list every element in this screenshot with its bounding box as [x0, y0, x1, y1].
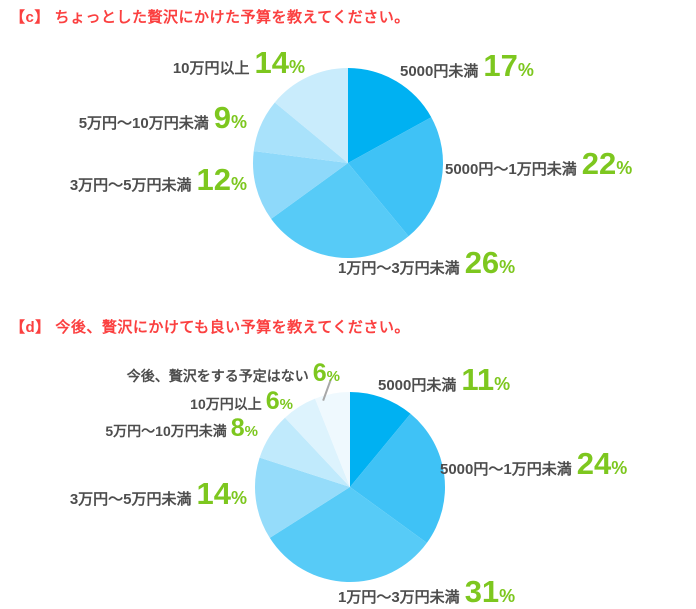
percent-sign: % [279, 396, 293, 413]
pie-d-label-5000-to-1man: 5000円〜1万円未満 24 % [440, 448, 627, 479]
percent-sign: % [326, 368, 340, 385]
pie-slice-5 [274, 68, 348, 163]
pie-d-label-3man-to-5man: 3万円〜5万円未満 14 % [70, 478, 247, 509]
pie-label-text: 5000円〜1万円未満 [440, 461, 572, 478]
pie-d-label-no-plan: 今後、贅沢をする予定はない 6 % [127, 361, 340, 386]
pie-label-text: 3万円〜5万円未満 [69, 491, 192, 508]
pie-label-value: 11 [461, 362, 495, 397]
pie-label-text: 10万円以上 [172, 60, 250, 77]
pie-c-label-1man-to-3man: 1万円〜3万円未満 26 % [338, 247, 515, 278]
pie-d-label-under-5000: 5000円未満 11 % [378, 364, 510, 395]
pie-label-text: 1万円〜3万円未満 [338, 260, 460, 277]
pie-c-label-5man-to-10man: 5万円〜10万円未満 9 % [79, 102, 247, 133]
pie-slice-4 [253, 102, 348, 163]
pie-label-text: 1万円〜3万円未満 [338, 589, 460, 606]
pie-label-text: 5000円未満 [378, 377, 457, 394]
pie-label-value: 24 [576, 446, 612, 481]
percent-sign: % [244, 423, 258, 440]
percent-sign: % [230, 112, 247, 132]
pie-chart-c [248, 63, 448, 263]
pie-slice-6 [315, 392, 350, 487]
pie-slice-0 [350, 392, 411, 487]
pie-label-value: 8 [230, 414, 245, 442]
pie-label-value: 12 [196, 162, 231, 197]
pie-label-value: 14 [254, 45, 289, 80]
pie-c-label-10man-plus: 10万円以上 14 % [173, 47, 305, 78]
pie-label-value: 26 [464, 245, 500, 280]
pie-label-text: 10万円以上 [190, 396, 262, 412]
pie-d-label-1man-to-3man: 1万円〜3万円未満 31 % [338, 576, 515, 607]
pie-label-text: 5000円〜1万円未満 [445, 161, 577, 178]
pie-d-label-5man-to-10man: 5万円〜10万円未満 8 % [105, 416, 258, 441]
percent-sign: % [611, 458, 628, 478]
pie-slice-4 [259, 417, 350, 487]
pie-label-value: 6 [312, 359, 327, 387]
pie-label-value: 31 [464, 574, 500, 609]
pie-chart-d [250, 387, 450, 587]
pie-slice-2 [269, 487, 427, 583]
pie-slice-1 [348, 117, 444, 237]
percent-sign: % [230, 174, 247, 194]
pie-c-label-3man-to-5man: 3万円〜5万円未満 12 % [70, 164, 247, 195]
pie-label-text: 3万円〜5万円未満 [69, 177, 192, 194]
percent-sign: % [494, 374, 511, 394]
pie-c-label-under-5000: 5000円未満 17 % [400, 50, 534, 81]
pie-slice-1 [350, 413, 446, 543]
chart-c-title: 【c】 ちょっとした贅沢にかけた予算を教えてください。 [10, 9, 410, 26]
pie-label-value: 22 [581, 146, 617, 181]
percent-sign: % [499, 257, 516, 277]
chart-d-title: 【d】 今後、贅沢にかけても良い予算を教えてください。 [10, 319, 410, 336]
pie-slice-5 [284, 398, 350, 487]
percent-sign: % [616, 158, 633, 178]
percent-sign: % [499, 586, 516, 606]
pie-slice-0 [348, 68, 432, 163]
percent-sign: % [230, 488, 247, 508]
pie-label-text: 5000円未満 [400, 63, 479, 80]
pie-slice-3 [255, 457, 350, 538]
pie-c-label-5000-to-1man: 5000円〜1万円未満 22 % [445, 148, 632, 179]
pie-slice-2 [271, 163, 409, 259]
percent-sign: % [288, 57, 305, 77]
pie-label-value: 17 [483, 48, 518, 83]
pie-label-value: 14 [196, 476, 231, 511]
percent-sign: % [517, 60, 534, 80]
pie-slice-3 [252, 151, 348, 219]
pie-label-value: 6 [265, 387, 280, 415]
pie-label-value: 9 [213, 100, 231, 135]
pie-label-text: 5万円〜10万円未満 [78, 115, 209, 132]
pie-label-text: 今後、贅沢をする予定はない [126, 368, 309, 384]
pie-label-text: 5万円〜10万円未満 [105, 423, 227, 439]
pie-d-label-10man-plus: 10万円以上 6 % [190, 389, 293, 414]
